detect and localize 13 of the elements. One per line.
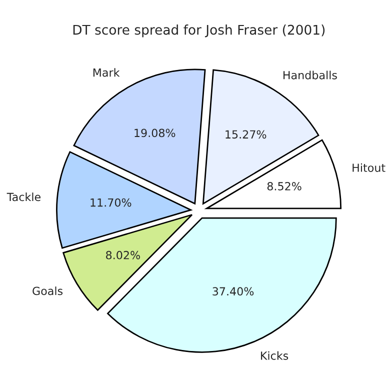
slice-label: Mark: [93, 68, 120, 77]
slice-label: Kicks: [261, 351, 288, 360]
slice-label: Hitout: [352, 163, 386, 172]
data-label: 19.08%: [134, 128, 176, 138]
data-label: 37.40%: [212, 287, 254, 296]
data-label: 11.70%: [90, 198, 132, 207]
data-label: 15.27%: [226, 130, 266, 139]
chart-title: DT score spread for Josh Fraser (2001): [73, 24, 325, 38]
data-label: 8.52%: [267, 182, 302, 190]
slice-label: Goals: [32, 286, 63, 296]
slice-label: Tackle: [6, 192, 41, 202]
slice-label: Handballs: [283, 70, 337, 80]
data-label: 8.02%: [106, 250, 140, 260]
